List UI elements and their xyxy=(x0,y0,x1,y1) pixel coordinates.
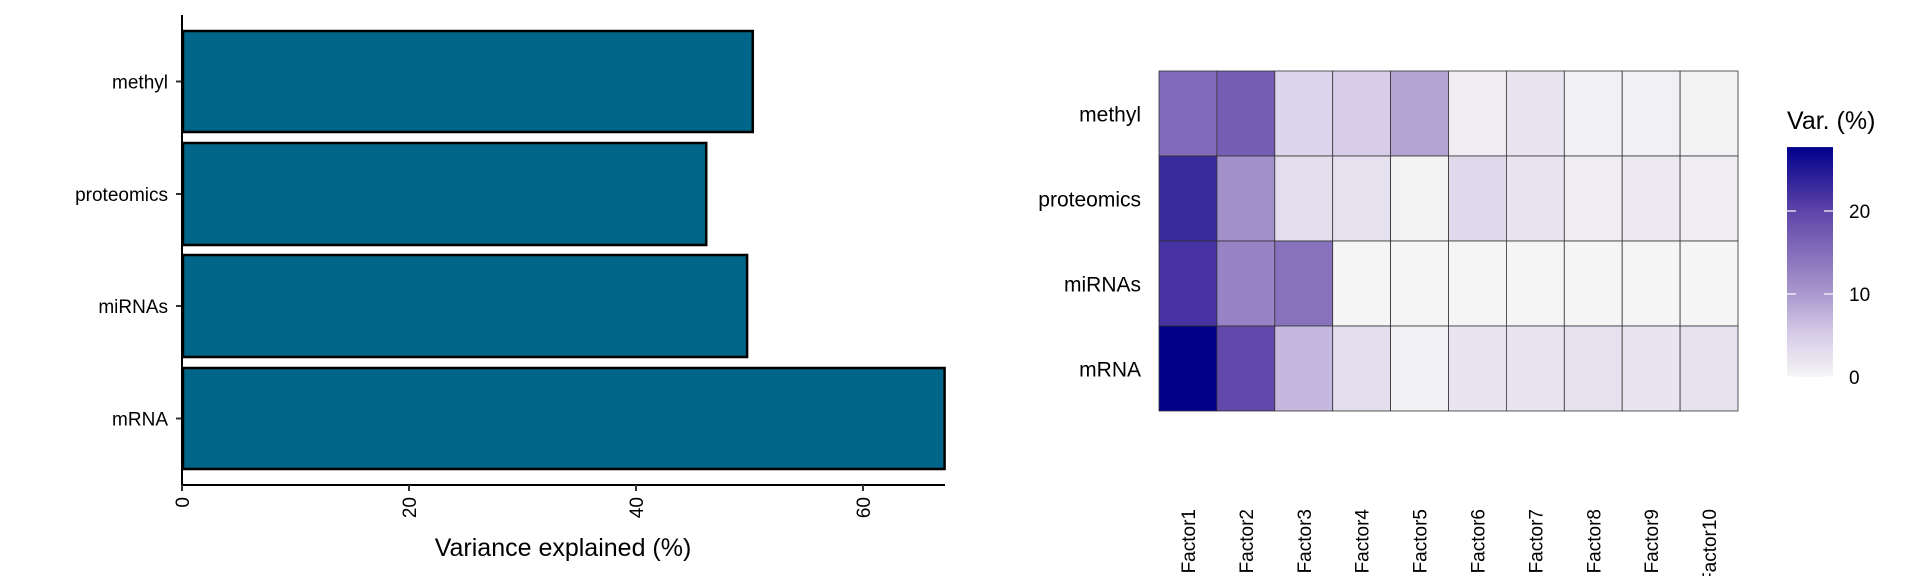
bar-chart-variance-per-view: methyl proteomics miRNAs mRNA 0 20 40 60 xyxy=(75,15,946,518)
heatmap-cell-miRNAs-Factor8 xyxy=(1563,240,1623,327)
y-tick-label: methyl xyxy=(112,73,168,94)
heatmap-variance-per-factor: methyl proteomics miRNAs mRNA Factor1 Factor2… xyxy=(1038,70,1870,576)
heatmap-cell-methyl-Factor3 xyxy=(1274,70,1334,157)
bar-miRNAs xyxy=(181,253,749,359)
heatmap-cell-mRNA-Factor10 xyxy=(1679,325,1739,412)
heatmap-cell-methyl-Factor8 xyxy=(1563,70,1623,157)
x-tick-label: 0 xyxy=(173,497,194,508)
column-label: Factor5 xyxy=(1411,509,1432,573)
column-label: Factor8 xyxy=(1584,509,1605,573)
heatmap-cell-proteomics-Factor9 xyxy=(1621,155,1681,242)
heatmap-cell-proteomics-Factor8 xyxy=(1563,155,1623,242)
heatmap-cell-mRNA-Factor1 xyxy=(1158,325,1218,412)
heatmap-cell-proteomics-Factor7 xyxy=(1506,155,1565,242)
column-label: Factor4 xyxy=(1353,509,1374,574)
heatmap-cell-proteomics-Factor4 xyxy=(1332,155,1391,242)
bar-methyl xyxy=(181,29,755,134)
heatmap-cell-methyl-Factor6 xyxy=(1448,70,1507,157)
heatmap-cell-miRNAs-Factor1 xyxy=(1158,240,1218,327)
heatmap-cell-proteomics-Factor5 xyxy=(1390,155,1449,242)
heatmap-cell-methyl-Factor4 xyxy=(1332,70,1391,157)
colorbar-tick-label: 0 xyxy=(1849,368,1860,389)
heatmap-cell-mRNA-Factor2 xyxy=(1216,325,1276,412)
row-label: methyl xyxy=(1079,104,1141,127)
x-tick-label: 60 xyxy=(854,497,875,518)
column-label: Factor2 xyxy=(1237,509,1258,573)
heatmap-cell-miRNAs-Factor4 xyxy=(1332,240,1391,327)
row-label: miRNAs xyxy=(1064,274,1141,297)
heatmap-cell-miRNAs-Factor9 xyxy=(1621,240,1681,327)
heatmap-cell-miRNAs-Factor5 xyxy=(1390,240,1449,327)
heatmap-cell-mRNA-Factor6 xyxy=(1448,325,1507,412)
heatmap-cell-methyl-Factor2 xyxy=(1216,70,1276,157)
heatmap-cell-proteomics-Factor1 xyxy=(1158,155,1218,242)
colorbar xyxy=(1787,147,1833,377)
heatmap-cell-methyl-Factor5 xyxy=(1390,70,1449,157)
row-label: proteomics xyxy=(1038,189,1141,212)
column-label: Factor10 xyxy=(1700,509,1721,576)
heatmap-cell-mRNA-Factor5 xyxy=(1390,325,1449,412)
heatmap-cell-miRNAs-Factor3 xyxy=(1274,240,1334,327)
heatmap-cell-proteomics-Factor6 xyxy=(1448,155,1507,242)
column-label: Factor7 xyxy=(1526,509,1547,573)
colorbar-tick-label: 10 xyxy=(1849,285,1870,306)
heatmap-cell-methyl-Factor10 xyxy=(1679,70,1739,157)
heatmap-cell-methyl-Factor7 xyxy=(1506,70,1565,157)
legend-title: Var. (%) xyxy=(1787,107,1875,135)
y-tick-label: miRNAs xyxy=(98,297,168,318)
heatmap-cell-proteomics-Factor10 xyxy=(1679,155,1739,242)
heatmap-cell-methyl-Factor1 xyxy=(1158,70,1218,157)
heatmap-cell-mRNA-Factor7 xyxy=(1506,325,1565,412)
bar-x-axis-title: Variance explained (%) xyxy=(435,534,692,562)
column-label: Factor3 xyxy=(1295,509,1316,573)
column-label: Factor1 xyxy=(1179,509,1200,573)
heatmap-cell-miRNAs-Factor7 xyxy=(1506,240,1565,327)
heatmap-cell-mRNA-Factor9 xyxy=(1621,325,1681,412)
heatmap-cell-proteomics-Factor2 xyxy=(1216,155,1276,242)
y-tick-label: mRNA xyxy=(112,410,168,431)
row-label: mRNA xyxy=(1079,359,1141,382)
heatmap-cell-mRNA-Factor8 xyxy=(1563,325,1623,412)
heatmap-cell-miRNAs-Factor2 xyxy=(1216,240,1276,327)
heatmap-cell-methyl-Factor9 xyxy=(1621,70,1681,157)
bar-mRNA xyxy=(181,366,946,471)
x-tick-label: 40 xyxy=(627,497,648,518)
bar-proteomics xyxy=(181,141,708,247)
heatmap-cell-mRNA-Factor3 xyxy=(1274,325,1334,412)
heatmap-cell-miRNAs-Factor10 xyxy=(1679,240,1739,327)
y-tick-label: proteomics xyxy=(75,185,168,206)
x-tick-label: 20 xyxy=(400,497,421,518)
heatmap-cell-proteomics-Factor3 xyxy=(1274,155,1334,242)
heatmap-cell-miRNAs-Factor6 xyxy=(1448,240,1507,327)
column-label: Factor6 xyxy=(1468,509,1489,573)
column-label: Factor9 xyxy=(1642,509,1663,573)
heatmap-cell-mRNA-Factor4 xyxy=(1332,325,1391,412)
colorbar-tick-label: 20 xyxy=(1849,202,1870,223)
